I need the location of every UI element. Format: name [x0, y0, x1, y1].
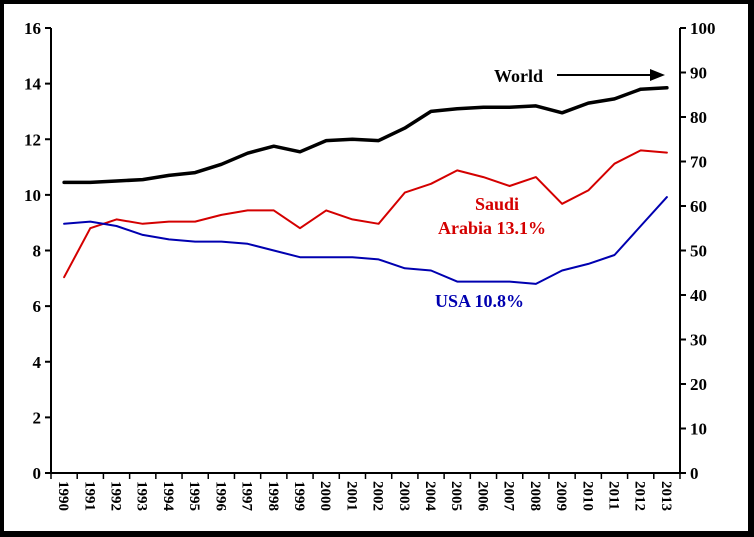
x-tick-label: 2004 [422, 481, 438, 512]
right-y-tick-label: 100 [690, 19, 716, 38]
right-y-tick-label: 60 [690, 197, 707, 216]
saudi-label-line1: Saudi [475, 194, 519, 214]
axes [50, 28, 681, 474]
x-tick-label: 2013 [658, 481, 674, 511]
x-tick-label: 1995 [186, 481, 202, 511]
x-tick-label: 1994 [160, 481, 176, 512]
world-label: World [494, 66, 543, 86]
x-tick-label: 2009 [553, 481, 569, 511]
x-tick-label: 1992 [108, 481, 124, 511]
x-tick-label: 2003 [396, 481, 412, 511]
world-line [62, 86, 669, 185]
x-tick-label: 1991 [81, 481, 97, 511]
x-tick-label: 2006 [474, 481, 490, 512]
right-y-tick-label: 80 [690, 108, 707, 127]
x-tick-label: 2001 [343, 481, 359, 511]
line-chart: 0 2 4 6 8 10 12 14 16 0 10 20 30 40 50 60 70 80 90 100 1990 1… [24, 19, 716, 512]
x-tick-label: 1997 [239, 481, 255, 512]
right-y-tick-label: 70 [690, 153, 707, 172]
right-y-tick-label: 40 [690, 286, 707, 305]
left-y-tick-label: 12 [24, 130, 41, 149]
world-arrow-head [650, 69, 665, 81]
left-y-tick-label: 10 [24, 186, 41, 205]
right-y-tick-label: 20 [690, 375, 707, 394]
right-y-tick-label: 30 [690, 331, 707, 350]
saudi-arabia-line [63, 149, 668, 279]
x-tick-label: 1998 [265, 481, 281, 511]
annotations: World Saudi Arabia 13.1% USA 10.8% [435, 66, 665, 311]
x-tick-label: 2002 [370, 481, 386, 511]
ticks: 0 2 4 6 8 10 12 14 16 0 10 20 30 40 50 60 70 80 90 100 1990 1… [24, 19, 716, 512]
x-tick-label: 2012 [632, 481, 648, 511]
x-tick-label: 2010 [579, 481, 595, 511]
series-lines [62, 86, 669, 285]
x-tick-label: 2011 [605, 481, 621, 510]
x-tick-label: 2007 [501, 481, 517, 512]
left-y-tick-label: 16 [24, 19, 41, 38]
right-y-tick-label: 10 [690, 420, 707, 439]
saudi-label-line2: Arabia 13.1% [438, 218, 546, 238]
left-y-tick-label: 14 [24, 75, 42, 94]
left-y-tick-label: 0 [33, 464, 42, 483]
usa-label: USA 10.8% [435, 291, 524, 311]
usa-line [63, 196, 668, 285]
x-tick-label: 1996 [212, 481, 228, 512]
right-y-tick-label: 50 [690, 242, 707, 261]
left-y-tick-label: 8 [33, 242, 42, 261]
x-tick-label: 2005 [448, 481, 464, 511]
x-tick-label: 1990 [55, 481, 71, 511]
x-tick-label: 2008 [527, 481, 543, 511]
chart-frame: 0 2 4 6 8 10 12 14 16 0 10 20 30 40 50 60 70 80 90 100 1990 1… [4, 4, 748, 531]
left-y-tick-label: 6 [33, 297, 42, 316]
x-tick-label: 2000 [317, 481, 333, 511]
right-y-tick-label: 0 [690, 464, 699, 483]
left-y-tick-label: 4 [33, 353, 42, 372]
left-y-tick-label: 2 [33, 408, 42, 427]
x-tick-label: 1993 [134, 481, 150, 511]
right-y-tick-label: 90 [690, 64, 707, 83]
x-tick-label: 1999 [291, 481, 307, 511]
